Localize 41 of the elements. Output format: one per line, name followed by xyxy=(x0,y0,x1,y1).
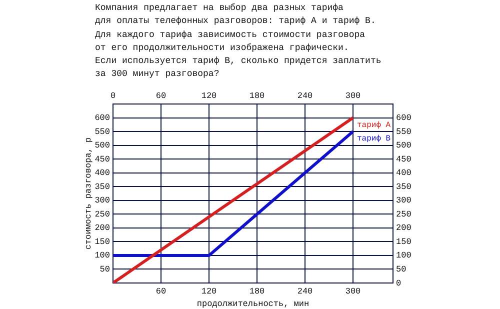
x2-tick-label: 300 xyxy=(345,91,361,102)
y2-tick-label: 200 xyxy=(396,223,412,234)
x2-tick-label: 0 xyxy=(110,91,116,102)
y-tick-label: 450 xyxy=(94,154,110,164)
y2-tick-label: 600 xyxy=(396,113,412,124)
y-tick-label: 250 xyxy=(94,209,110,220)
y-axis-title: стоимость разговора, р xyxy=(83,137,94,250)
x-axis-title: продолжительность, мин xyxy=(196,299,310,309)
y2-tick-label: 150 xyxy=(396,236,412,247)
x2-tick-label: 180 xyxy=(249,91,265,102)
y2-tick-label: 100 xyxy=(396,250,412,261)
y2-tick-label: 400 xyxy=(396,168,412,178)
x-tick-label: 120 xyxy=(201,286,217,296)
y2-tick-label: 0 xyxy=(396,278,402,288)
y-tick-label: 300 xyxy=(94,196,110,206)
series-label: тариф B xyxy=(357,134,391,144)
y-tick-label: 400 xyxy=(94,168,110,178)
y-tick-label: 50 xyxy=(100,264,110,274)
x-tick-label: 240 xyxy=(297,286,313,296)
x-tick-label: 60 xyxy=(156,286,166,296)
y-tick-label: 350 xyxy=(94,182,110,192)
y-tick-label: 100 xyxy=(94,250,110,261)
x2-tick-label: 240 xyxy=(297,91,313,102)
y2-tick-label: 250 xyxy=(396,209,412,220)
y2-tick-label: 500 xyxy=(396,140,412,151)
y2-tick-label: 350 xyxy=(396,182,412,192)
y-tick-label: 600 xyxy=(94,113,110,124)
y-tick-label: 200 xyxy=(94,223,110,234)
series-label: тариф A xyxy=(357,120,391,130)
x-tick-label: 300 xyxy=(345,286,361,296)
y2-tick-label: 50 xyxy=(396,264,406,274)
chart-title: Компания предлагает на выбор два разных тарифа для оплаты телефонных разговоров: тариф A и тариф B. Для каждого тарифа зависимость стоимости разговора от его продолжительности изображена графически. Если используется тариф B, сколько придется заплатить за 300 минут разговора? xyxy=(95,2,382,82)
y2-tick-label: 550 xyxy=(396,126,412,137)
y-tick-label: 150 xyxy=(94,236,110,247)
x2-tick-label: 60 xyxy=(156,91,166,102)
y2-tick-label: 300 xyxy=(396,196,412,206)
x2-tick-label: 120 xyxy=(201,91,217,102)
y2-tick-label: 450 xyxy=(396,154,412,164)
y-tick-label: 500 xyxy=(94,140,110,151)
x-tick-label: 180 xyxy=(249,286,265,296)
y-tick-label: 550 xyxy=(94,126,110,137)
